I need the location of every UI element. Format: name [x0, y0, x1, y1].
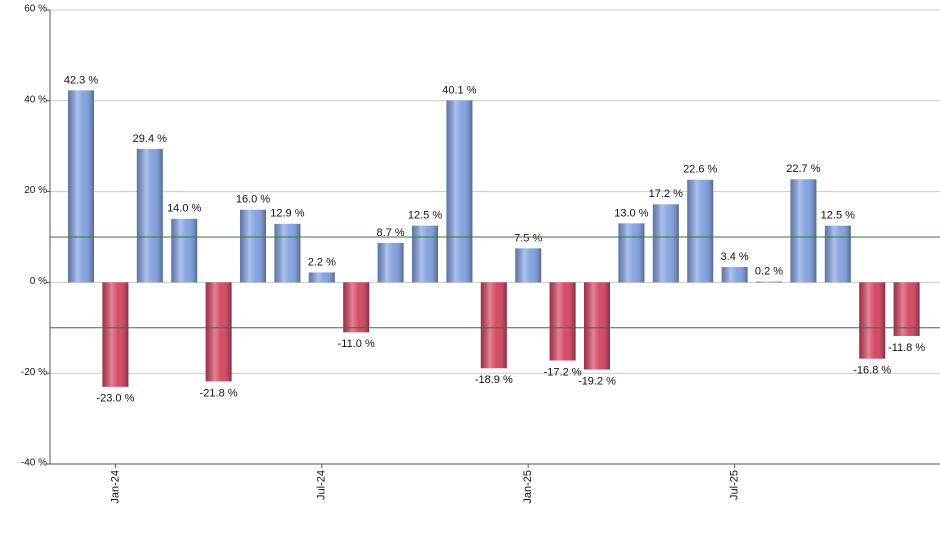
value-label: 0.2 % [755, 265, 783, 277]
value-label: 29.4 % [133, 133, 167, 145]
value-label: 8.7 % [377, 227, 405, 239]
y-tick-label: 40 % [24, 94, 47, 105]
bar [240, 209, 266, 283]
value-label: -23.0 % [96, 393, 134, 405]
bar [446, 100, 473, 283]
bar [102, 282, 129, 387]
bar [756, 281, 782, 283]
value-label: 22.7 % [786, 163, 820, 175]
y-tick-label: -40 % [21, 458, 47, 469]
bar [618, 223, 645, 283]
value-label: -16.8 % [853, 365, 891, 377]
x-tick-label: Jan-24 [109, 470, 121, 504]
value-label: -21.8 % [200, 387, 238, 399]
bar [205, 282, 232, 382]
value-label: -11.0 % [338, 338, 375, 350]
value-label: 17.2 % [649, 188, 683, 200]
value-label: 14.0 % [167, 203, 201, 215]
value-label: 13.0 % [614, 207, 648, 219]
value-label: 12.5 % [408, 210, 442, 222]
value-label: -19.2 % [578, 375, 616, 387]
bar [721, 266, 748, 283]
value-label: 22.6 % [683, 164, 717, 176]
value-label: -11.8 % [888, 342, 925, 354]
x-tick-label: Jul-24 [316, 470, 328, 500]
value-label: 3.4 % [721, 251, 749, 263]
value-label: 12.5 % [821, 210, 855, 222]
x-tick-label: Jul-25 [729, 470, 741, 500]
bar [790, 179, 817, 283]
value-label: 40.1 % [442, 84, 476, 96]
bar [824, 225, 851, 283]
value-label: -18.9 % [475, 374, 513, 386]
bar [412, 225, 438, 283]
y-tick-label: 20 % [24, 185, 47, 196]
value-label: 16.0 % [236, 194, 270, 206]
bar [480, 282, 507, 369]
value-label: 42.3 % [64, 74, 98, 86]
y-tick-label: -20 % [21, 367, 47, 378]
y-tick-label: 60 % [24, 4, 47, 15]
bar [687, 179, 714, 283]
bar [515, 248, 542, 283]
bar [171, 218, 198, 283]
bar [308, 272, 335, 283]
y-tick-label: 0 % [30, 276, 47, 287]
bar [859, 282, 886, 359]
bar [136, 148, 163, 283]
bar [584, 282, 610, 370]
bar [549, 282, 576, 361]
value-label: 2.2 % [308, 256, 336, 268]
bar [652, 204, 679, 283]
value-label: 7.5 % [514, 232, 542, 244]
x-tick-label: Jan-25 [522, 470, 534, 504]
bar [68, 90, 94, 283]
value-label: 12.9 % [270, 208, 304, 220]
bar [274, 223, 301, 283]
bar [343, 282, 370, 333]
value-label: -17.2 % [544, 366, 582, 378]
bar [377, 242, 404, 283]
